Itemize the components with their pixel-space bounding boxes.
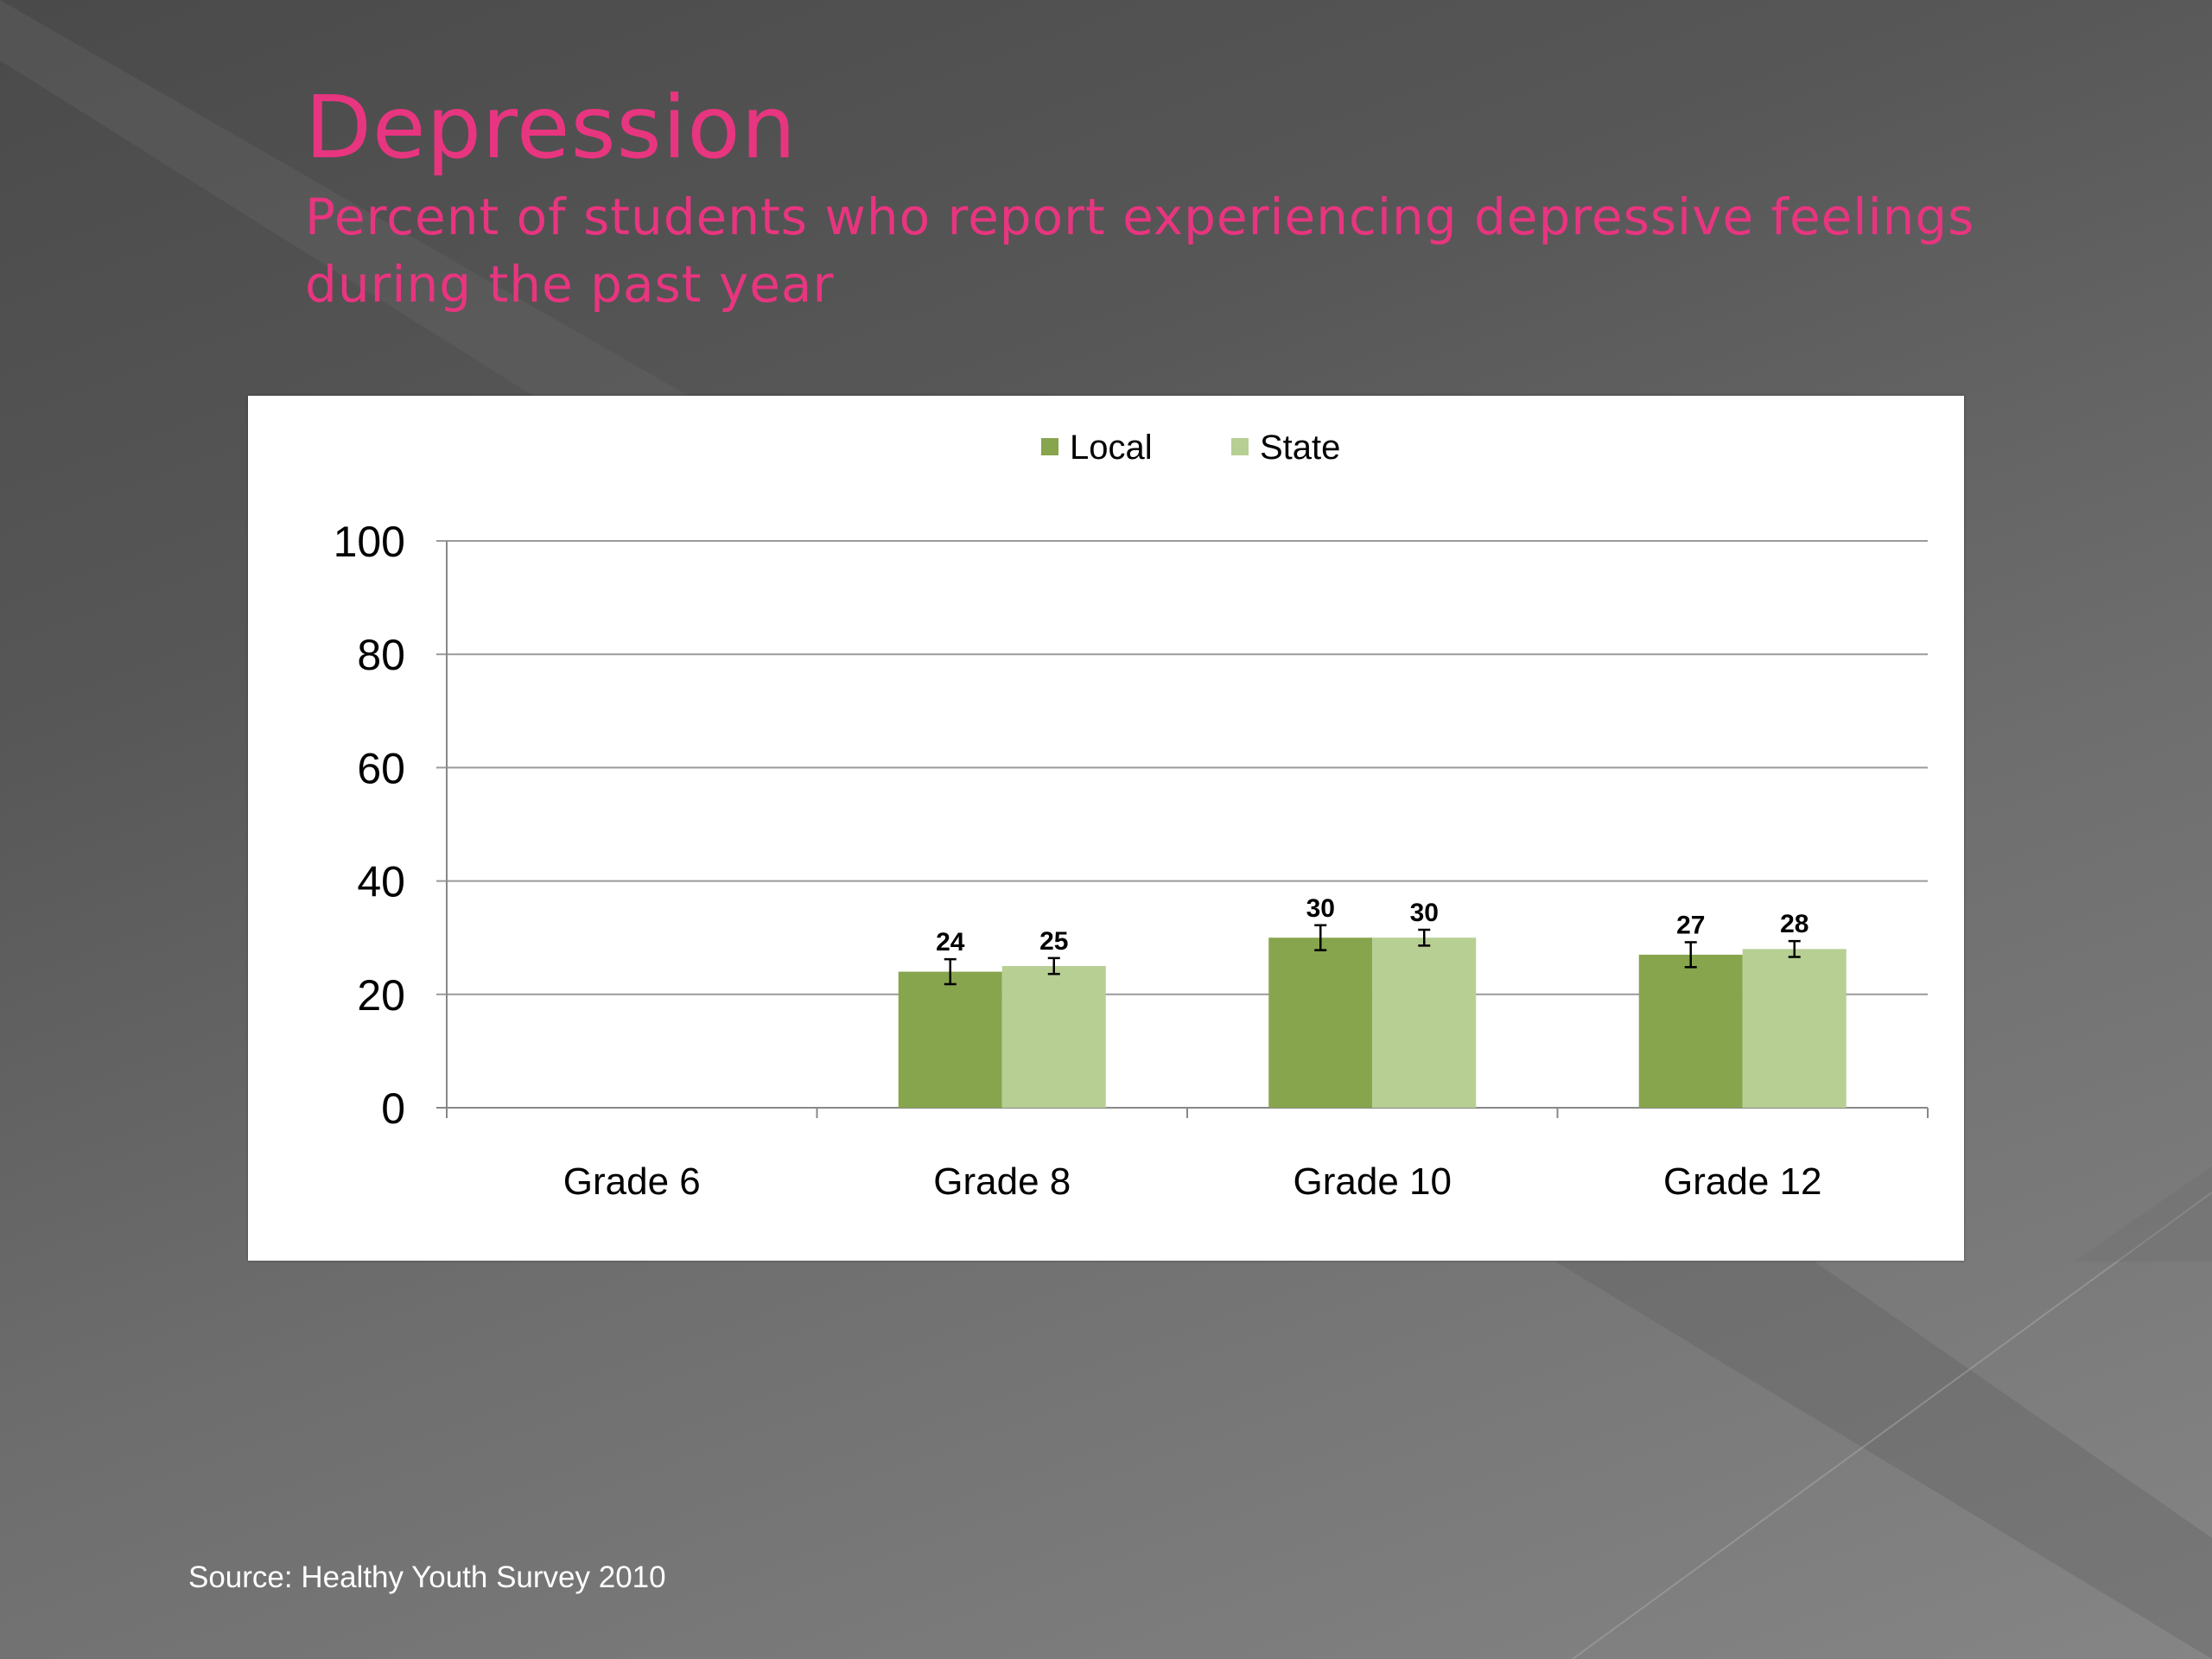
slide-subtitle: Percent of students who report experienc…: [305, 188, 1975, 314]
bar-local-grade-8: [898, 971, 1002, 1108]
data-label: 24: [936, 928, 965, 957]
source-note: Source: Healthy Youth Survey 2010: [188, 1560, 666, 1594]
x-tick-label: Grade 12: [1663, 1160, 1821, 1203]
y-tick-label: 0: [381, 1084, 405, 1133]
y-tick-label: 40: [357, 858, 405, 906]
legend-label-local: Local: [1070, 429, 1153, 467]
legend-swatch-local: [1041, 438, 1058, 455]
y-tick-label: 60: [357, 744, 405, 792]
data-label: 30: [1306, 894, 1335, 923]
bar-state-grade-10: [1372, 938, 1477, 1108]
y-tick-label: 100: [334, 518, 405, 566]
bar-state-grade-8: [1001, 966, 1106, 1108]
data-label: 28: [1780, 910, 1808, 938]
bar-local-grade-10: [1268, 938, 1373, 1108]
chart-panel: 0 20 40 60 80 100 Grade 6 Grade 8 Grade 10 Grade …: [248, 396, 1964, 1261]
data-label: 27: [1676, 911, 1705, 939]
slide-title: Depression: [305, 77, 797, 178]
data-label: 30: [1410, 899, 1439, 927]
legend-swatch-state: [1231, 438, 1249, 455]
bar-local-grade-12: [1638, 954, 1743, 1108]
x-tick-label: Grade 10: [1294, 1160, 1452, 1203]
y-tick-label: 20: [357, 971, 405, 1020]
bar-chart: 0 20 40 60 80 100 Grade 6 Grade 8 Grade 10 Grade …: [334, 429, 1929, 1203]
data-label: 25: [1039, 927, 1068, 956]
legend-label-state: State: [1260, 429, 1340, 467]
y-tick-label: 80: [357, 631, 405, 679]
x-tick-label: Grade 8: [933, 1160, 1071, 1203]
bar-state-grade-12: [1742, 949, 1847, 1108]
x-tick-label: Grade 6: [563, 1160, 701, 1203]
